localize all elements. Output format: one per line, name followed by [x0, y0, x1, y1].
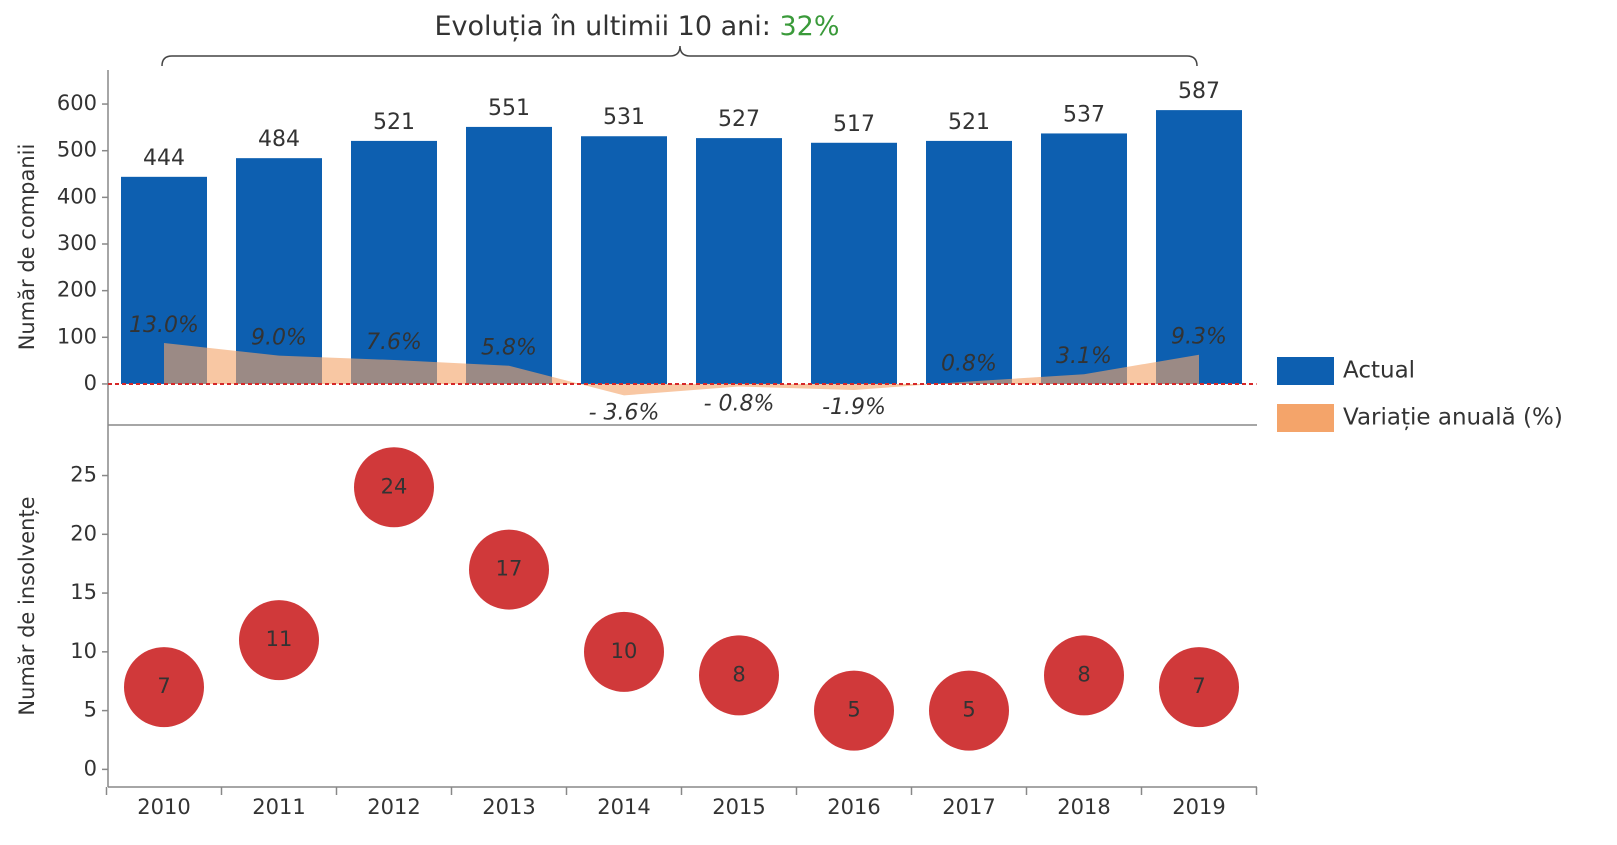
bubble-label: 5	[962, 698, 975, 722]
x-tick-label: 2014	[597, 795, 650, 819]
bubble-label: 7	[157, 674, 170, 698]
data-label: 521	[948, 110, 990, 135]
y-tick-label: 15	[70, 580, 97, 604]
data-label: 484	[258, 127, 300, 152]
y-tick-label: 200	[57, 278, 97, 302]
title-highlight: 32%	[779, 11, 839, 42]
legend-label: Variație anuală (%)	[1343, 405, 1563, 431]
y-tick-label: 0	[84, 371, 97, 395]
bar	[696, 138, 782, 384]
bubble-label: 8	[732, 662, 745, 686]
y-tick-label: 600	[57, 91, 97, 115]
bubble	[239, 600, 319, 681]
data-label: 521	[373, 110, 415, 135]
y-tick-label: 400	[57, 184, 97, 208]
x-tick-label: 2016	[827, 795, 880, 819]
y-tick-label: 5	[84, 698, 97, 722]
bubble-label: 17	[496, 557, 523, 581]
bar	[581, 136, 667, 384]
y-tick-label: 20	[70, 521, 97, 545]
data-label: 5.8%	[481, 336, 537, 361]
bubble	[929, 670, 1009, 751]
bar	[351, 140, 437, 384]
brace	[161, 45, 1198, 67]
x-tick-label: 2017	[942, 795, 995, 819]
x-tick-label: 2013	[482, 795, 535, 819]
y-tick-label: 300	[57, 231, 97, 255]
bubble	[1044, 635, 1124, 716]
data-label: 527	[718, 107, 760, 132]
bar	[1041, 133, 1127, 384]
y-tick-label: 500	[57, 138, 97, 162]
data-label: 531	[603, 105, 645, 130]
data-label: - 0.8%	[704, 392, 775, 417]
bubble	[124, 647, 204, 728]
bar	[236, 158, 322, 384]
data-label: 517	[833, 112, 875, 137]
data-label: 13.0%	[129, 313, 199, 338]
y-axis-title: Număr de companii	[15, 144, 39, 351]
y-tick-label: 10	[70, 639, 97, 663]
y-tick-label: 25	[70, 463, 97, 487]
legend-swatch	[1277, 404, 1334, 432]
x-tick-label: 2010	[137, 795, 190, 819]
bubble	[469, 529, 549, 610]
bubble-label: 24	[381, 474, 408, 498]
data-label: 0.8%	[941, 351, 997, 376]
x-tick-label: 2015	[712, 795, 765, 819]
x-tick-label: 2019	[1172, 795, 1225, 819]
bubble	[699, 635, 779, 716]
bubble-label: 8	[1077, 662, 1090, 686]
bubble-label: 10	[611, 639, 638, 663]
x-tick-label: 2011	[252, 795, 305, 819]
bar	[466, 126, 552, 384]
y-tick-label: 0	[84, 756, 97, 780]
bubble-label: 11	[266, 627, 293, 651]
x-tick-label: 2012	[367, 795, 420, 819]
bubble-label: 7	[1192, 674, 1205, 698]
title-text: Evoluția în ultimii 10 ani:	[435, 11, 771, 42]
y-tick-label: 100	[57, 324, 97, 348]
data-label: 537	[1063, 102, 1105, 127]
bar	[926, 140, 1012, 384]
data-label: 444	[143, 146, 185, 171]
bubble-label: 5	[847, 698, 860, 722]
bar	[811, 142, 897, 384]
legend-label: Actual	[1343, 358, 1415, 384]
bar	[1156, 110, 1242, 384]
data-label: 587	[1178, 79, 1220, 104]
area	[164, 343, 1199, 396]
data-label: 7.6%	[366, 330, 422, 355]
data-label: - 3.6%	[589, 400, 660, 425]
x-tick-label: 2018	[1057, 795, 1110, 819]
data-label: 9.3%	[1171, 325, 1227, 350]
bubble	[584, 611, 664, 692]
legend-swatch	[1277, 357, 1334, 385]
data-label: 3.1%	[1056, 344, 1112, 369]
y-axis-title: Număr de insolvențe	[15, 496, 39, 715]
data-label: 551	[488, 96, 530, 121]
bubble	[1159, 647, 1239, 728]
data-label: 9.0%	[251, 326, 307, 351]
bubble	[814, 670, 894, 751]
chart-title: Evoluția în ultimii 10 ani: 32%	[435, 11, 840, 42]
bubble	[354, 447, 434, 528]
data-label: -1.9%	[822, 395, 886, 420]
